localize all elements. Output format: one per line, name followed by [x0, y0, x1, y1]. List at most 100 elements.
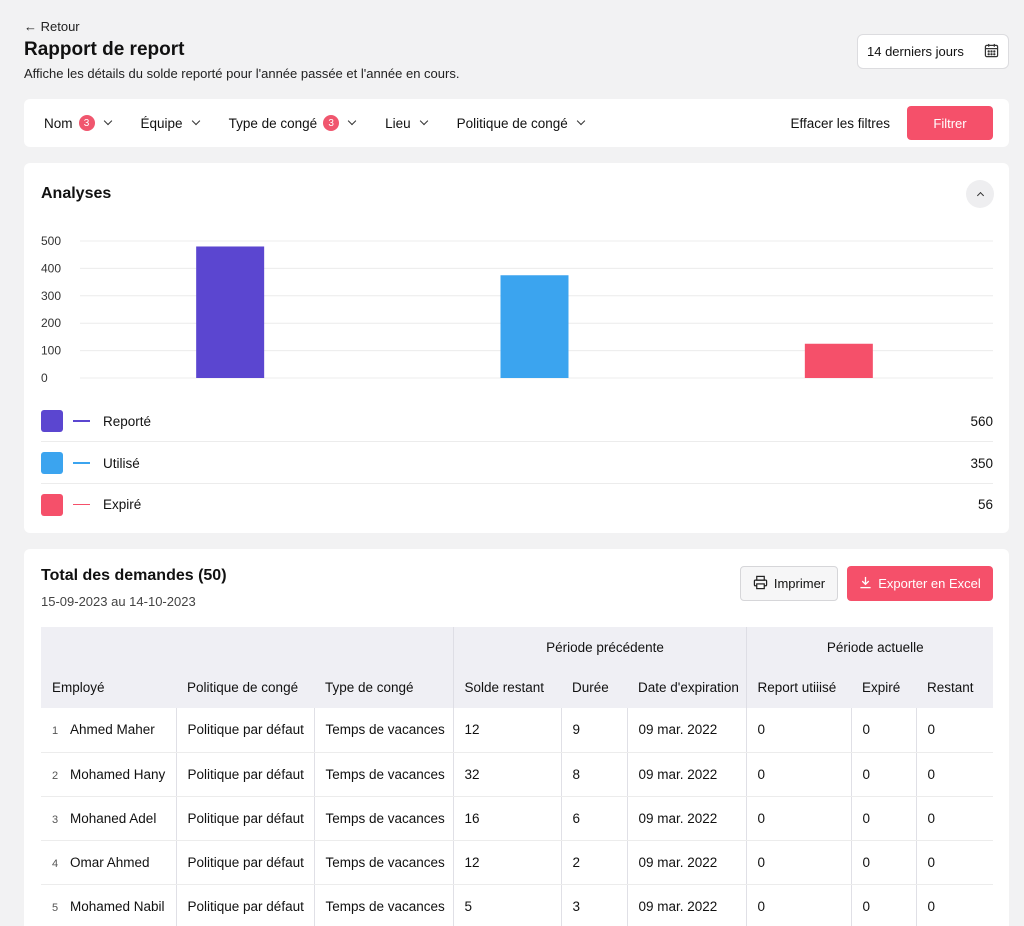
filter-name[interactable]: Nom 3 — [44, 115, 112, 131]
cell-duration: 3 — [560, 884, 627, 926]
filter-label: Type de congé — [228, 115, 318, 131]
cell-expired: 0 — [850, 840, 916, 885]
cell-used: 0 — [745, 752, 851, 797]
filter-label: Nom — [44, 115, 73, 131]
download-icon — [859, 576, 872, 592]
cell-remaining: 0 — [915, 884, 993, 926]
cell-expiry: 09 mar. 2022 — [626, 884, 746, 926]
legend-line — [73, 462, 90, 464]
bar-Reporté[interactable] — [196, 246, 265, 378]
cell-used: 0 — [745, 708, 851, 753]
employee-cell: 3 Mohaned Adel — [41, 796, 176, 841]
cell-expiry: 09 mar. 2022 — [626, 752, 746, 797]
group-header-empty — [41, 627, 453, 667]
table-row[interactable]: 5 Mohamed Nabil Politique par défaut Temps … — [41, 884, 993, 926]
back-link[interactable]: ← Retour — [24, 19, 80, 34]
table-row[interactable]: 1 Ahmed Maher Politique par défaut Temps de… — [41, 708, 993, 753]
legend-swatch — [41, 452, 63, 474]
requests-card: Total des demandes (50) 15-09-2023 au 14… — [24, 549, 1009, 926]
cell-expired: 0 — [850, 884, 916, 926]
cell-expired: 0 — [850, 752, 916, 797]
column-header: Expiré — [851, 667, 916, 708]
cell-expired: 0 — [850, 708, 916, 753]
column-header: Type de congé — [314, 667, 453, 708]
cell-policy: Politique par défaut — [175, 840, 314, 885]
employee-name: Mohamed Hany — [70, 766, 166, 782]
page-title: Rapport de report — [24, 39, 185, 60]
requests-date-range: 15-09-2023 au 14-10-2023 — [41, 594, 196, 609]
cell-type: Temps de vacances — [313, 840, 453, 885]
table-row[interactable]: 4 Omar Ahmed Politique par défaut Temps de … — [41, 840, 993, 885]
cell-remaining: 0 — [915, 796, 993, 841]
legend-value: 560 — [970, 413, 993, 429]
cell-remaining: 0 — [915, 708, 993, 753]
cell-balance: 12 — [452, 840, 561, 885]
requests-title: Total des demandes (50) — [41, 567, 227, 584]
row-number: 3 — [52, 813, 59, 826]
cell-policy: Politique par défaut — [175, 796, 314, 841]
chevron-down-icon — [103, 116, 112, 126]
employee-cell: 1 Ahmed Maher — [41, 708, 176, 753]
column-header: Restant — [916, 667, 993, 708]
row-number: 4 — [52, 857, 59, 870]
legend-label: Expiré — [103, 497, 142, 512]
collapse-button[interactable] — [966, 180, 994, 208]
legend-line — [73, 420, 90, 422]
employee-name: Omar Ahmed — [70, 854, 150, 870]
filter-count-badge: 3 — [78, 115, 95, 131]
row-number: 5 — [52, 901, 59, 914]
legend-line — [73, 503, 90, 506]
legend-row-reported: Reporté 560 — [41, 401, 993, 442]
cell-type: Temps de vacances — [313, 752, 453, 797]
printer-icon — [753, 575, 768, 593]
column-header: Employé — [41, 667, 176, 708]
group-header-previous: Période précédente — [452, 627, 746, 667]
filter-count-badge: 3 — [323, 115, 340, 131]
y-tick-label: 200 — [41, 316, 61, 330]
table-row[interactable]: 3 Mohaned Adel Politique par défaut Temps d… — [41, 796, 993, 841]
date-range-picker[interactable]: 14 derniers jours — [857, 34, 1009, 69]
clear-filters-button[interactable]: Effacer les filtres — [790, 115, 890, 131]
employee-name: Mohaned Adel — [70, 810, 157, 826]
back-link-label[interactable]: ← Retour — [24, 19, 80, 34]
filter-team[interactable]: Équipe — [141, 116, 200, 131]
row-number: 1 — [52, 725, 59, 738]
column-header: Date d'expiration — [627, 667, 746, 708]
cell-duration: 9 — [560, 708, 627, 753]
filter-leave-type[interactable]: Type de congé 3 — [228, 115, 357, 131]
chevron-down-icon — [191, 116, 200, 126]
cell-used: 0 — [745, 840, 851, 885]
employee-cell: 4 Omar Ahmed — [41, 840, 176, 885]
chevron-down-icon — [576, 116, 586, 126]
employee-cell: 2 Mohamed Hany — [41, 752, 176, 797]
employee-name: Ahmed Maher — [70, 722, 155, 738]
row-number: 2 — [52, 769, 59, 782]
y-tick-label: 500 — [41, 234, 61, 248]
legend-swatch — [41, 493, 63, 516]
chevron-down-icon — [419, 116, 428, 126]
cell-used: 0 — [745, 796, 851, 841]
export-excel-button[interactable]: Exporter en Excel — [847, 566, 993, 601]
bar-Utilisé[interactable] — [500, 275, 569, 378]
table-row[interactable]: 2 Mohamed Hany Politique par défaut Temps d… — [41, 752, 993, 797]
cell-duration: 8 — [560, 752, 627, 797]
cell-policy: Politique par défaut — [175, 752, 314, 797]
print-button[interactable]: Imprimer — [740, 566, 838, 601]
y-tick-label: 0 — [41, 371, 48, 383]
page-subtitle: Affiche les détails du solde reporté pou… — [24, 66, 460, 81]
group-header-current: Période actuelle — [745, 627, 993, 667]
apply-filter-button[interactable]: Filtrer — [907, 106, 993, 140]
column-header: Solde restant — [452, 667, 561, 708]
cell-policy: Politique par défaut — [175, 884, 314, 926]
filter-location[interactable]: Lieu — [385, 116, 428, 131]
cell-balance: 12 — [452, 708, 561, 753]
requests-table: Période précédente Période actuelle Empl… — [41, 627, 993, 926]
legend-label: Reporté — [103, 413, 152, 429]
cell-balance: 5 — [452, 884, 561, 926]
cell-expired: 0 — [850, 796, 916, 841]
employee-cell: 5 Mohamed Nabil — [41, 884, 176, 926]
filter-leave-policy[interactable]: Politique de congé — [457, 116, 586, 131]
cell-duration: 6 — [560, 796, 627, 841]
bar-Expiré[interactable] — [804, 343, 873, 378]
cell-balance: 16 — [452, 796, 561, 841]
